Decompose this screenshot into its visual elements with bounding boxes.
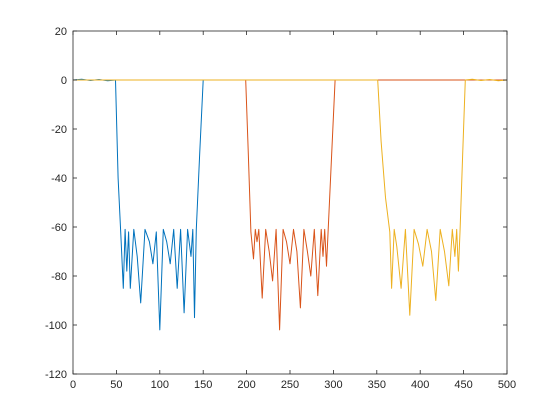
y-tick-label: -40: [51, 173, 67, 185]
y-tick-label: -80: [51, 271, 67, 283]
y-tick-label: -120: [45, 369, 67, 381]
x-tick-label: 50: [110, 379, 122, 391]
series-layer: [72, 78, 508, 331]
x-tick-label: 250: [281, 379, 299, 391]
y-tick-label: -20: [51, 124, 67, 136]
x-tick-label: 500: [498, 379, 516, 391]
x-tick-label: 0: [70, 379, 76, 391]
series-line-3: [73, 78, 508, 316]
x-tick-label: 150: [194, 379, 212, 391]
x-tick-label: 100: [151, 379, 169, 391]
x-ticks: 0 50 100 150 200 250 300 350 400 450 500: [70, 31, 516, 391]
x-tick-label: 300: [324, 379, 342, 391]
x-tick-label: 400: [411, 379, 429, 391]
x-tick-label: 350: [368, 379, 386, 391]
y-tick-label: -100: [45, 320, 67, 332]
x-tick-label: 200: [237, 379, 255, 391]
x-tick-label: 450: [454, 379, 472, 391]
y-tick-label: 0: [61, 75, 67, 87]
series-line-2: [73, 79, 507, 331]
y-tick-label: 20: [55, 26, 67, 38]
y-ticks: 20 0 -20 -40 -60 -80 -100 -120: [45, 26, 507, 381]
y-tick-label: -60: [51, 222, 67, 234]
